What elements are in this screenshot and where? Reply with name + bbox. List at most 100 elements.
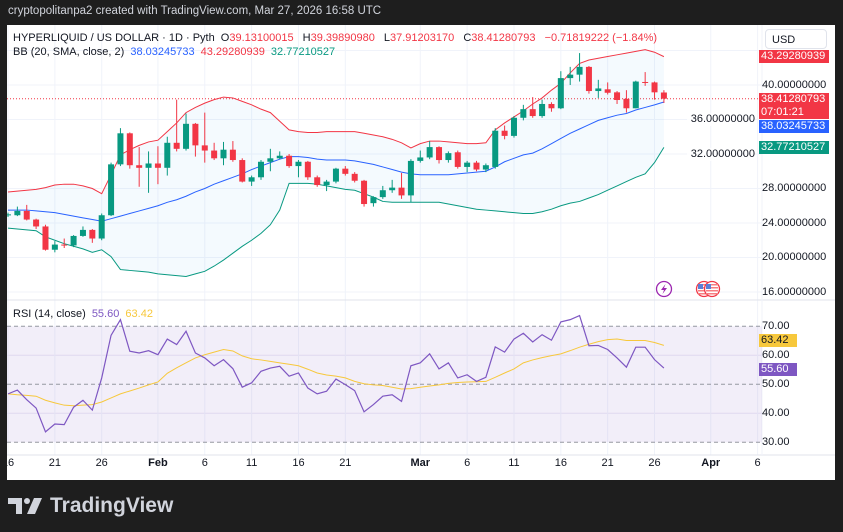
lightning-icon-bolt [661, 284, 667, 294]
candle-body [136, 165, 143, 168]
us-flag-icon [703, 280, 721, 298]
candle-body [651, 82, 658, 93]
candle-body [248, 177, 255, 182]
candle-body [211, 150, 218, 159]
rsi-tick: 50.00 [762, 377, 790, 390]
candle [154, 146, 161, 185]
bb-legend[interactable]: BB (20, SMA, close, 2) 38.03245733 43.29… [13, 46, 338, 58]
candle-body [201, 145, 208, 151]
bb-lower-line [7, 147, 665, 277]
time-label: 26 [648, 457, 661, 469]
candle-body [370, 197, 377, 204]
bb-title: BB (20, SMA, close, 2) [13, 46, 125, 58]
candle-body [576, 66, 583, 75]
rsi-pane [7, 314, 762, 443]
candle-body [454, 152, 461, 167]
rsi-tick: 30.00 [762, 435, 790, 448]
bb-basis-line [8, 101, 665, 222]
candle [548, 102, 555, 112]
candle [286, 154, 293, 168]
candle-body [89, 229, 96, 239]
candle-body [51, 244, 58, 250]
candle [117, 128, 124, 167]
candle [595, 79, 602, 98]
rsi-legend[interactable]: RSI (14, close) 55.60 63.42 [13, 308, 156, 320]
candle [136, 147, 143, 187]
candle [314, 175, 321, 187]
candle-body [183, 123, 190, 149]
candle-body [660, 92, 667, 99]
candle [126, 132, 133, 169]
time-label: 6 [201, 457, 208, 469]
candle [445, 151, 452, 163]
flag-stripe [706, 284, 718, 286]
close-value: 38.41280793 [471, 32, 536, 44]
candle [660, 90, 667, 104]
candle [398, 172, 405, 199]
flag-stripe [706, 287, 718, 289]
tradingview-wordmark: TradingView [50, 494, 174, 517]
candle [304, 160, 311, 180]
candle-body [464, 162, 471, 167]
symbol-legend[interactable]: HYPERLIQUID / US DOLLAR · 1D · Pyth O39.… [13, 32, 660, 44]
chart-panel[interactable]: HYPERLIQUID / US DOLLAR · 1D · Pyth O39.… [7, 25, 835, 480]
symbol-title: HYPERLIQUID / US DOLLAR · 1D · Pyth [13, 32, 215, 44]
candle-body [539, 103, 546, 117]
time-label: 21 [601, 457, 614, 469]
candle [585, 66, 592, 94]
rsi-line [7, 314, 665, 433]
price-tick: 20.00000000 [762, 251, 827, 263]
candle [464, 160, 471, 173]
candle [370, 196, 377, 207]
rsi-value: 55.60 [91, 308, 120, 320]
candle [33, 218, 40, 230]
last-price-tag: 38.41280793 07:01:21 [759, 93, 829, 119]
candle [389, 179, 396, 193]
candle [70, 235, 77, 248]
chart-canvas[interactable] [7, 25, 835, 480]
rsi-title: RSI (14, close) [13, 308, 86, 320]
rsi-tick: 60.00 [762, 348, 790, 361]
candle [51, 241, 58, 253]
candle-body [295, 161, 302, 167]
candle [276, 151, 283, 160]
candle [482, 163, 489, 173]
candle [436, 146, 443, 164]
candle [220, 141, 227, 166]
candle-body [154, 163, 161, 168]
candle-body [623, 98, 630, 109]
candle-body [164, 142, 171, 168]
candle-body [473, 162, 480, 170]
open-value: 39.13100015 [229, 32, 294, 44]
time-label: 6 [464, 457, 471, 469]
close-label: C [463, 32, 472, 44]
candle [23, 204, 30, 221]
tradingview-logo[interactable]: TradingView [8, 494, 173, 518]
candle [426, 141, 433, 160]
candle-body [548, 103, 555, 109]
rsi-band-fill [7, 326, 762, 443]
last-price: 38.41280793 [761, 93, 826, 105]
candle [145, 151, 152, 193]
candle-body [42, 226, 49, 250]
candle [79, 226, 86, 237]
candle-body [304, 161, 311, 178]
bollinger-bands [7, 49, 665, 277]
candle-body [108, 164, 115, 216]
candle [567, 66, 574, 85]
candle [351, 172, 358, 183]
candle-body [510, 117, 517, 136]
rsi-ma-line [7, 338, 665, 407]
candle [192, 122, 199, 157]
flag-stripe [698, 284, 710, 286]
time-label: 16 [554, 457, 567, 469]
time-label: 26 [95, 457, 108, 469]
candle-body [342, 168, 349, 174]
candle-body [595, 88, 602, 92]
candle [257, 160, 264, 180]
currency-button[interactable]: USD [765, 29, 827, 49]
candle [454, 150, 461, 169]
candle-body [632, 81, 639, 109]
time-label: Apr [701, 457, 721, 469]
event-icons [655, 280, 721, 298]
